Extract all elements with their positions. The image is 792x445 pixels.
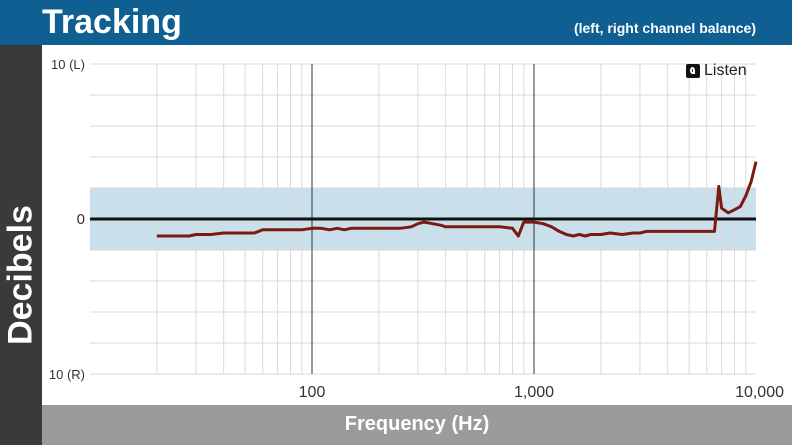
y-tick-label: 10 (L) xyxy=(51,57,85,72)
y-axis-band: Decibels xyxy=(0,45,42,445)
chart-subtitle: (left, right channel balance) xyxy=(573,20,756,36)
x-tick-label: 1,000 xyxy=(514,384,554,401)
listen-logo-icon xyxy=(686,64,700,78)
y-tick-label: 10 (R) xyxy=(49,367,85,382)
x-tick-label: 100 xyxy=(299,384,326,401)
chart-title: Tracking xyxy=(42,3,182,41)
header-bar: Tracking (left, right channel balance) xyxy=(0,0,792,45)
x-tick-label: 10,000 xyxy=(735,384,784,401)
chart-plot: 10 (L) 0 10 (R) 100 1,000 10,000 xyxy=(49,57,784,401)
y-tick-label: 0 xyxy=(77,211,85,228)
x-axis-band: Frequency (Hz) xyxy=(42,405,792,445)
listen-logo: Listen xyxy=(686,62,747,80)
series-line-0 xyxy=(156,161,758,238)
listen-logo-text: Listen xyxy=(704,62,747,79)
y-axis-label: Decibels xyxy=(1,205,40,345)
x-axis-label: Frequency (Hz) xyxy=(344,413,490,435)
